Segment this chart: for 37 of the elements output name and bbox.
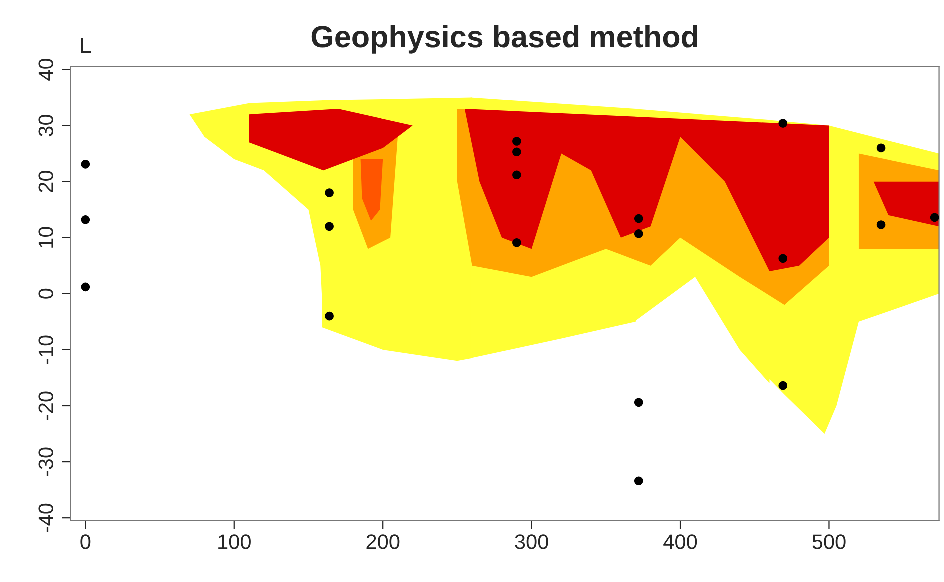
point	[634, 230, 644, 238]
y-tick-label: 0	[38, 288, 54, 299]
x-tick-label: 500	[812, 534, 846, 550]
point	[778, 254, 788, 263]
y-tick-label: 40	[38, 58, 54, 81]
point	[634, 398, 644, 408]
point	[876, 144, 886, 153]
point	[876, 220, 886, 230]
point	[512, 148, 522, 157]
x-tick-label: 200	[366, 534, 400, 550]
x-tick-label: 100	[218, 534, 251, 550]
y-tick-label: 10	[38, 227, 54, 248]
point	[512, 170, 522, 180]
point	[325, 188, 334, 198]
x-tick-label: 300	[515, 534, 548, 550]
point	[81, 282, 90, 292]
point	[325, 222, 334, 232]
point	[930, 213, 940, 222]
y-tick-label: -20	[38, 392, 54, 420]
point	[81, 160, 90, 169]
point	[634, 476, 644, 486]
point	[778, 381, 788, 390]
point	[634, 214, 644, 224]
chart-title: Geophysics based method	[312, 25, 698, 54]
y-tick-label: -30	[38, 448, 54, 476]
point	[778, 119, 788, 128]
point	[81, 216, 90, 224]
y-tick-label: 30	[38, 115, 54, 137]
x-tick-label: 0	[80, 534, 91, 550]
y-tick-label: 20	[38, 171, 54, 192]
y-tick-label: -10	[38, 336, 54, 364]
point	[512, 238, 522, 248]
point	[325, 312, 334, 321]
text: L	[81, 38, 92, 54]
point	[512, 137, 522, 146]
x-tick-label: 400	[664, 534, 698, 550]
y-tick-label: -40	[38, 504, 54, 532]
